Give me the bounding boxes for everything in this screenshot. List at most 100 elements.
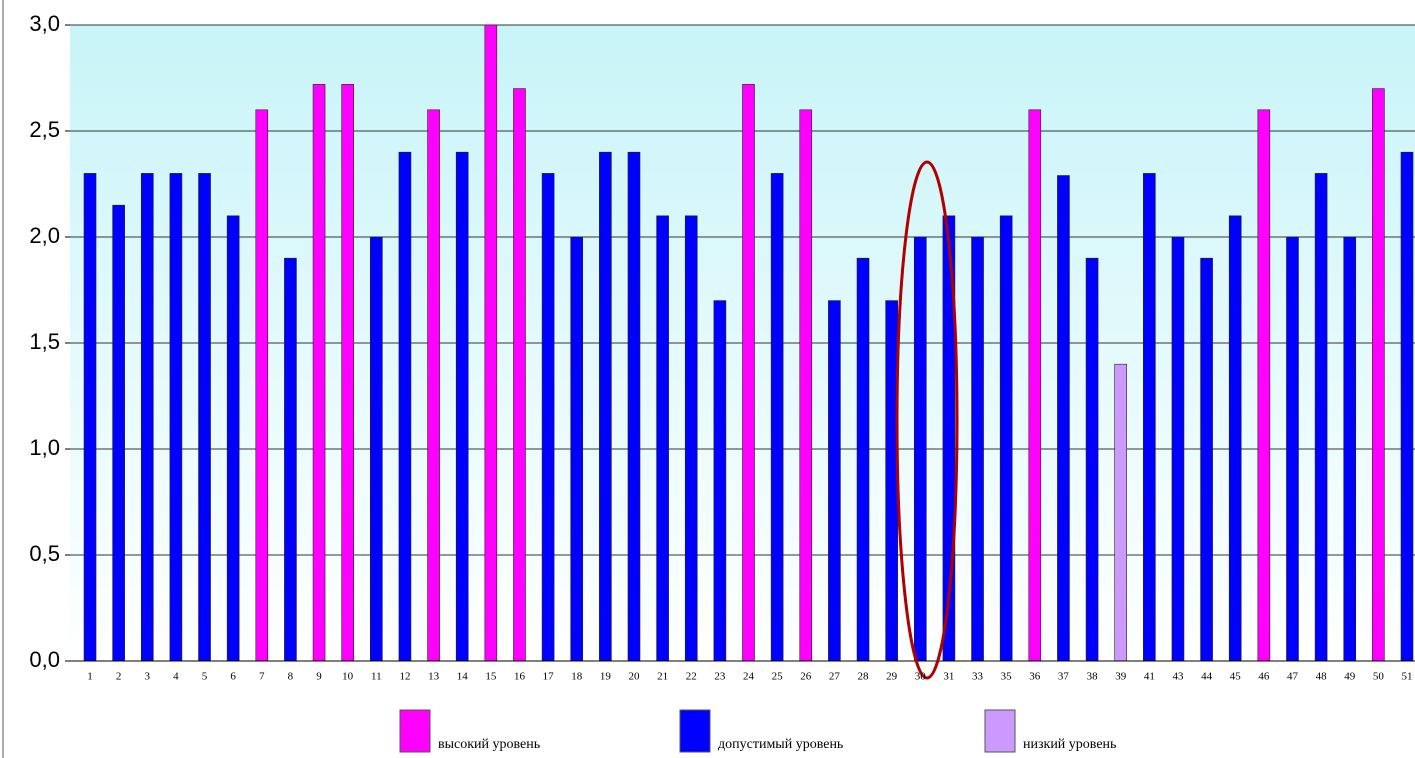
bar <box>169 173 183 662</box>
x-tick-label: 45 <box>1230 671 1242 683</box>
x-tick-label: 1 <box>87 671 93 683</box>
x-tick-label: 26 <box>800 671 812 683</box>
bar <box>599 151 612 662</box>
bar <box>1257 109 1271 662</box>
bar <box>799 109 813 662</box>
x-tick-label: 6 <box>230 671 236 683</box>
x-tick-label: 10 <box>342 671 354 683</box>
bar <box>1057 175 1070 662</box>
bar <box>999 215 1013 662</box>
bar <box>971 236 984 662</box>
x-tick-label: 30 <box>915 671 927 683</box>
bar <box>1200 257 1213 662</box>
bar <box>684 215 698 662</box>
x-tick-label: 49 <box>1344 671 1356 683</box>
x-tick-label: 22 <box>686 671 697 683</box>
bar <box>341 84 354 662</box>
x-tick-label: 37 <box>1058 671 1070 683</box>
x-tick-label: 12 <box>399 671 410 683</box>
x-tick-label: 47 <box>1287 671 1299 683</box>
y-tick-label: 0,0 <box>29 647 60 672</box>
bar <box>140 173 154 662</box>
x-tick-label: 29 <box>886 671 898 683</box>
bar <box>370 236 383 662</box>
bar <box>284 257 297 662</box>
x-tick-label: 28 <box>858 671 870 683</box>
x-tick-label: 13 <box>428 671 440 683</box>
bar <box>742 84 755 662</box>
highlight-ellipse <box>895 160 959 680</box>
x-tick-label: 14 <box>457 671 469 683</box>
bar <box>570 236 584 662</box>
bar <box>856 257 870 662</box>
x-tick-label: 24 <box>743 671 755 683</box>
y-tick-label: 2,5 <box>29 117 60 142</box>
bar <box>1114 363 1127 662</box>
x-tick-label: 46 <box>1258 671 1270 683</box>
bar <box>484 24 498 662</box>
bar <box>226 215 240 662</box>
bar <box>828 300 841 662</box>
bar <box>398 151 412 662</box>
x-tick-label: 48 <box>1316 671 1328 683</box>
legend-label: допустимый уровень <box>718 737 843 752</box>
bar <box>312 84 326 662</box>
bar <box>198 173 211 662</box>
bar <box>1400 151 1414 662</box>
bar <box>1372 88 1385 662</box>
x-tick-label: 17 <box>543 671 555 683</box>
x-tick-label: 38 <box>1087 671 1099 683</box>
y-tick-label: 1,5 <box>29 329 60 354</box>
legend-label: низкий уровень <box>1023 737 1116 752</box>
legend-swatch <box>399 709 431 753</box>
x-tick-label: 19 <box>600 671 612 683</box>
bar <box>1286 236 1299 662</box>
bar <box>255 109 269 662</box>
bar <box>1228 215 1242 662</box>
bar <box>713 300 727 662</box>
bar <box>913 236 927 662</box>
bar <box>1171 236 1185 662</box>
x-tick-label: 51 <box>1401 671 1412 683</box>
bar <box>627 151 641 662</box>
x-tick-label: 7 <box>259 671 265 683</box>
x-tick-label: 36 <box>1029 671 1041 683</box>
x-tick-label: 35 <box>1001 671 1013 683</box>
bar <box>1343 236 1357 662</box>
bar <box>656 215 669 662</box>
bar <box>1314 173 1328 662</box>
x-tick-label: 8 <box>288 671 294 683</box>
x-tick-label: 27 <box>829 671 841 683</box>
x-tick-label: 39 <box>1115 671 1127 683</box>
bar <box>427 109 440 662</box>
x-tick-label: 18 <box>571 671 583 683</box>
x-tick-label: 44 <box>1201 671 1213 683</box>
x-tick-label: 9 <box>316 671 322 683</box>
x-tick-label: 21 <box>657 671 668 683</box>
x-tick-label: 20 <box>628 671 640 683</box>
bar <box>770 173 784 662</box>
y-tick-label: 1,0 <box>29 435 60 460</box>
x-tick-label: 33 <box>972 671 984 683</box>
bar <box>1085 257 1099 662</box>
legend-swatch <box>984 709 1016 753</box>
x-tick-label: 11 <box>371 671 382 683</box>
x-tick-label: 41 <box>1144 671 1155 683</box>
bar <box>513 88 526 662</box>
bar <box>541 173 555 662</box>
bar <box>1028 109 1042 662</box>
x-tick-label: 23 <box>714 671 726 683</box>
x-tick-label: 50 <box>1373 671 1385 683</box>
y-tick-label: 3,0 <box>29 11 60 36</box>
bar <box>885 300 898 662</box>
x-tick-label: 43 <box>1172 671 1184 683</box>
x-tick-label: 3 <box>145 671 151 683</box>
x-tick-label: 4 <box>173 671 179 683</box>
x-tick-label: 2 <box>116 671 122 683</box>
bar <box>455 151 469 662</box>
x-tick-label: 15 <box>485 671 497 683</box>
bar <box>112 204 125 662</box>
x-tick-label: 25 <box>772 671 784 683</box>
legend-swatch <box>679 709 711 753</box>
